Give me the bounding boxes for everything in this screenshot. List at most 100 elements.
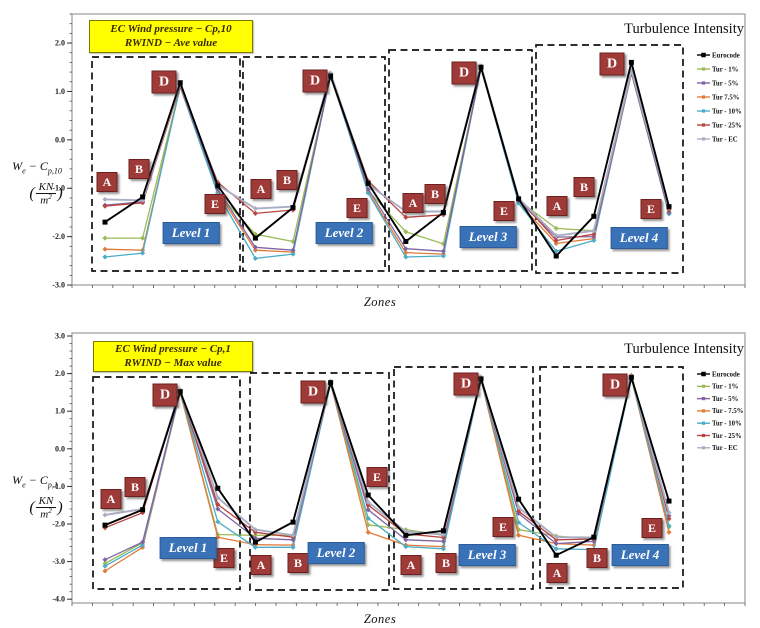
marker-square bbox=[628, 59, 634, 65]
x-axis-label: Zones bbox=[363, 612, 397, 626]
legend-swatch-marker bbox=[701, 446, 706, 450]
marker-square bbox=[553, 552, 559, 558]
y-tick-label: -1.0 bbox=[52, 482, 65, 491]
y-tick-label: 1.0 bbox=[55, 407, 65, 416]
annotation-box: EC Wind pressure − Cp,1 RWIND − Max valu… bbox=[93, 341, 253, 372]
legend-label: Tur - 25% bbox=[712, 122, 742, 129]
marker-diamond bbox=[140, 235, 146, 241]
marker-diamond bbox=[365, 186, 371, 192]
y-tick-label: 2.0 bbox=[55, 369, 65, 378]
legend-swatch-marker bbox=[701, 137, 706, 141]
annotation-line-2: RWIND − Ave value bbox=[124, 36, 218, 49]
turbulence-intensity-title: Turbulence Intensity bbox=[624, 341, 744, 357]
marker-diamond bbox=[252, 527, 258, 533]
marker-square bbox=[140, 194, 146, 200]
marker-square bbox=[177, 389, 183, 395]
legend-swatch-marker bbox=[701, 95, 706, 99]
marker-diamond bbox=[215, 506, 221, 512]
y-tick-label: -3.0 bbox=[52, 557, 65, 566]
series-line-tur-25- bbox=[104, 374, 670, 541]
y-axis-unit: ( KN m2 ) bbox=[29, 181, 63, 207]
legend-swatch-marker bbox=[701, 81, 706, 85]
marker-square bbox=[516, 496, 522, 502]
marker-square bbox=[666, 204, 672, 210]
marker-square bbox=[403, 532, 409, 538]
marker-square bbox=[628, 374, 634, 380]
marker-diamond bbox=[553, 237, 559, 244]
marker-square bbox=[252, 539, 258, 545]
marker-diamond bbox=[403, 214, 409, 220]
marker-diamond bbox=[591, 237, 597, 244]
annotation-box: EC Wind pressure − Cp,10 RWIND − Ave val… bbox=[89, 20, 253, 53]
y-tick-label: -2.0 bbox=[52, 520, 65, 529]
y-tick-label: 3.0 bbox=[55, 332, 65, 341]
marker-square bbox=[553, 253, 559, 259]
legend-label: Eurocode bbox=[712, 52, 740, 59]
marker-square bbox=[365, 492, 371, 498]
marker-square bbox=[440, 209, 446, 215]
marker-square bbox=[516, 196, 522, 202]
marker-square bbox=[478, 64, 484, 70]
y-tick-label: -3.0 bbox=[52, 281, 65, 290]
marker-square bbox=[591, 534, 597, 540]
level-dashed-box bbox=[393, 366, 534, 590]
marker-square bbox=[102, 522, 108, 528]
marker-diamond bbox=[252, 247, 258, 253]
level-dashed-box bbox=[388, 49, 533, 272]
annotation-line-2: RWIND − Max value bbox=[124, 356, 222, 369]
marker-square bbox=[140, 507, 146, 513]
legend-label: Tur - 1% bbox=[712, 66, 739, 73]
marker-diamond bbox=[365, 515, 371, 521]
marker-square bbox=[328, 380, 334, 386]
level-dashed-box bbox=[539, 366, 684, 589]
marker-square bbox=[177, 80, 183, 86]
y-tick-label: -1.0 bbox=[52, 184, 65, 193]
level-dashed-box bbox=[535, 44, 684, 274]
marker-diamond bbox=[516, 532, 522, 538]
marker-diamond bbox=[365, 507, 371, 513]
legend-label: Tur - EC bbox=[712, 445, 738, 452]
y-axis-unit: ( KN m2 ) bbox=[29, 495, 63, 521]
legend-swatch-marker bbox=[701, 109, 706, 113]
marker-square bbox=[215, 183, 221, 189]
level-dashed-box bbox=[91, 56, 241, 272]
y-tick-label: 0.0 bbox=[55, 135, 65, 144]
marker-square bbox=[365, 180, 371, 186]
marker-diamond bbox=[403, 229, 409, 235]
marker-diamond bbox=[403, 246, 409, 252]
y-tick-label: -4.0 bbox=[52, 595, 65, 604]
marker-square bbox=[478, 376, 484, 382]
plot-border bbox=[71, 332, 746, 604]
annotation-line-1: EC Wind pressure − Cp,1 bbox=[115, 342, 231, 355]
bottom-chart: 3.0 2.0 1.0 0.0 -1.0 -2.0 -3.0 -4.0 Eurocode Tur … bbox=[0, 315, 760, 628]
series-line-tur-10- bbox=[104, 67, 670, 260]
y-tick-label: -2.0 bbox=[52, 232, 65, 241]
legend-swatch-marker bbox=[701, 397, 706, 401]
marker-square bbox=[215, 485, 221, 491]
top-chart: 2.0 1.0 0.0 -1.0 -2.0 -3.0 Eurocode Tur - 1% Tur… bbox=[12, 13, 746, 309]
marker-square bbox=[102, 219, 108, 225]
series-line-tur-10- bbox=[104, 377, 670, 567]
level-dashed-box bbox=[249, 372, 390, 591]
marker-diamond bbox=[102, 254, 108, 260]
unit-fraction: KN m2 bbox=[35, 181, 57, 207]
marker-diamond bbox=[102, 568, 108, 574]
marker-square bbox=[290, 205, 296, 211]
series-line-tur-7-5- bbox=[104, 377, 670, 572]
marker-diamond bbox=[102, 203, 108, 209]
y-tick-label: 2.0 bbox=[55, 39, 65, 48]
legend-swatch-marker bbox=[701, 52, 706, 58]
legend-label: Tur - 1% bbox=[712, 384, 739, 391]
legend-label: Tur - EC bbox=[712, 136, 738, 143]
legend-swatch-marker bbox=[701, 123, 706, 127]
series-line-tur-ec bbox=[104, 375, 670, 539]
legend-label: Tur - 10% bbox=[712, 421, 742, 428]
marker-square bbox=[403, 238, 409, 244]
marker-diamond bbox=[102, 235, 108, 241]
marker-square bbox=[666, 498, 672, 504]
level-dashed-box bbox=[242, 56, 386, 272]
y-tick-label: 0.0 bbox=[55, 444, 65, 453]
legend-swatch-marker bbox=[701, 409, 706, 413]
legend-label: Tur - 7.5% bbox=[712, 408, 744, 415]
